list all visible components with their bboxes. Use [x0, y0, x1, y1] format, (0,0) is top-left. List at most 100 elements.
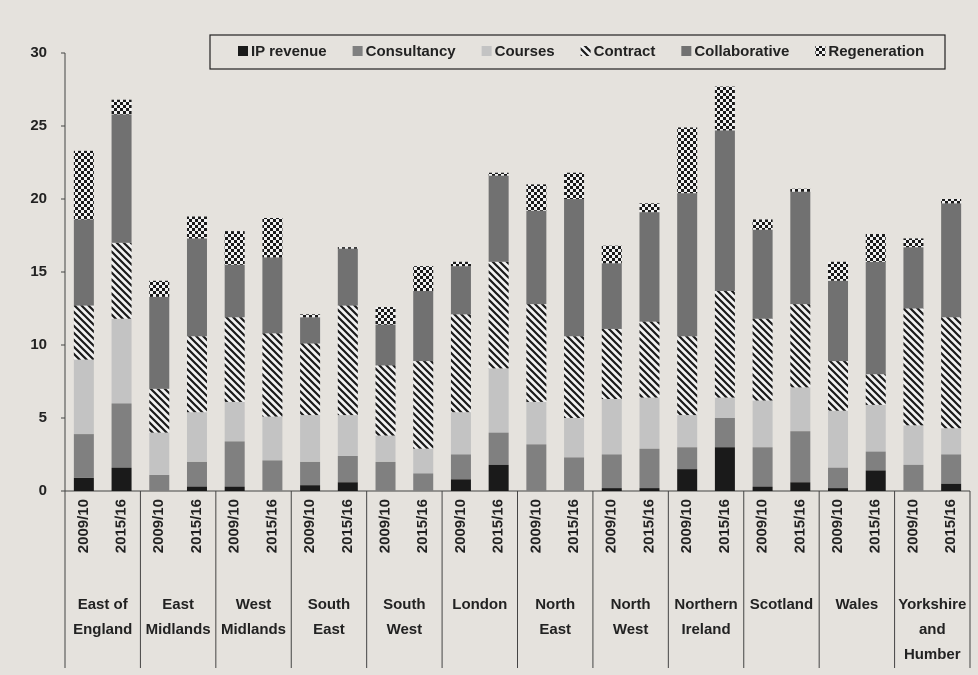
- bar-segment: [677, 447, 698, 470]
- x-tick-label: 2015/16: [414, 499, 431, 553]
- bar-segment: [714, 447, 735, 491]
- bar-segment: [450, 261, 471, 267]
- bar-segment: [488, 432, 509, 465]
- bar-segment: [677, 469, 698, 491]
- bar-segment: [752, 318, 773, 401]
- x-tick-label: 2015/16: [942, 499, 959, 553]
- bar-segment: [149, 280, 170, 297]
- bar-segment: [865, 374, 886, 405]
- x-tick-label: 2009/10: [754, 499, 771, 553]
- bar-segment: [752, 219, 773, 230]
- bar-segment: [639, 448, 660, 489]
- legend-swatch: [681, 46, 692, 56]
- bar-segment: [903, 238, 924, 248]
- bar-segment: [601, 488, 622, 491]
- bar-segment: [865, 234, 886, 262]
- y-tick-label: 20: [30, 190, 47, 207]
- bar-segment: [790, 387, 811, 432]
- bar-segment: [828, 280, 849, 362]
- bar-segment: [903, 247, 924, 309]
- x-tick-label: 2015/16: [490, 499, 507, 553]
- x-tick-label: 2015/16: [867, 499, 884, 553]
- bar-segment: [186, 336, 207, 413]
- bar-segment: [488, 175, 509, 262]
- bar-segment: [488, 368, 509, 433]
- bar-segment: [601, 245, 622, 264]
- x-tick-label: 2009/10: [904, 499, 921, 553]
- y-tick-label: 30: [30, 44, 47, 61]
- bar-segment: [601, 263, 622, 329]
- x-tick-label: 2009/10: [603, 499, 620, 553]
- bar-segment: [337, 305, 358, 416]
- group-label: East of England: [73, 596, 133, 638]
- bar-segment: [413, 448, 434, 474]
- bar-segment: [224, 317, 245, 402]
- bar-segment: [337, 415, 358, 456]
- bar-segment: [300, 317, 321, 344]
- bar-segment: [111, 403, 132, 468]
- bar-segment: [262, 460, 283, 491]
- bar-segment: [450, 314, 471, 413]
- x-tick-label: 2009/10: [150, 499, 167, 553]
- group-label: North West: [610, 596, 651, 638]
- bar-segment: [714, 290, 735, 398]
- bar-segment: [413, 473, 434, 491]
- legend-swatch: [238, 46, 248, 56]
- bar-segment: [526, 444, 547, 491]
- bar-segment: [790, 188, 811, 192]
- bar-segment: [488, 172, 509, 176]
- bar-segment: [790, 482, 811, 491]
- y-tick-label: 15: [30, 263, 47, 280]
- bar-segment: [488, 464, 509, 491]
- group-label: Wales: [835, 596, 879, 613]
- bar-segment: [224, 264, 245, 318]
- legend-box: [209, 34, 946, 70]
- bar-segment: [714, 397, 735, 418]
- bar-segment: [337, 482, 358, 491]
- bar-segment: [186, 412, 207, 462]
- legend-label: Collaborative: [694, 43, 789, 60]
- bar-segment: [941, 203, 962, 318]
- bar-segment: [865, 261, 886, 375]
- bar-segment: [73, 434, 94, 478]
- bar-segment: [714, 418, 735, 448]
- bar-segment: [564, 336, 585, 418]
- bar-segment: [865, 404, 886, 452]
- bar-segment: [564, 418, 585, 458]
- bar-segment: [149, 296, 170, 389]
- bar-segment: [262, 257, 283, 334]
- bar-segment: [186, 461, 207, 487]
- bar-segment: [828, 361, 849, 411]
- bar-segment: [526, 401, 547, 445]
- bar-segment: [903, 308, 924, 426]
- x-tick-label: 2015/16: [565, 499, 582, 553]
- legend-label: Consultancy: [366, 43, 457, 60]
- x-tick-label: 2015/16: [339, 499, 356, 553]
- legend-label: IP revenue: [251, 43, 327, 60]
- bar-segment: [790, 304, 811, 388]
- bar-segment: [450, 479, 471, 491]
- bar-segment: [865, 470, 886, 491]
- bar-segment: [149, 432, 170, 475]
- bar-segment: [752, 486, 773, 491]
- x-tick-label: 2015/16: [113, 499, 130, 553]
- bar-segment: [111, 242, 132, 319]
- bar-segment: [111, 467, 132, 491]
- bar-segment: [186, 486, 207, 491]
- bar-segment: [73, 477, 94, 491]
- x-tick-label: 2015/16: [640, 499, 657, 553]
- bar-segment: [601, 399, 622, 455]
- bar-segment: [790, 431, 811, 483]
- group-label: South East: [307, 596, 351, 638]
- bar-segment: [300, 314, 321, 318]
- legend-swatch: [481, 46, 492, 56]
- bar-segment: [375, 324, 396, 366]
- x-tick-label: 2015/16: [716, 499, 733, 553]
- bar-segment: [564, 199, 585, 337]
- x-tick-label: 2015/16: [791, 499, 808, 553]
- bar-segment: [262, 333, 283, 417]
- x-tick-label: 2015/16: [263, 499, 280, 553]
- y-tick-label: 5: [39, 409, 47, 426]
- bar-segment: [601, 454, 622, 489]
